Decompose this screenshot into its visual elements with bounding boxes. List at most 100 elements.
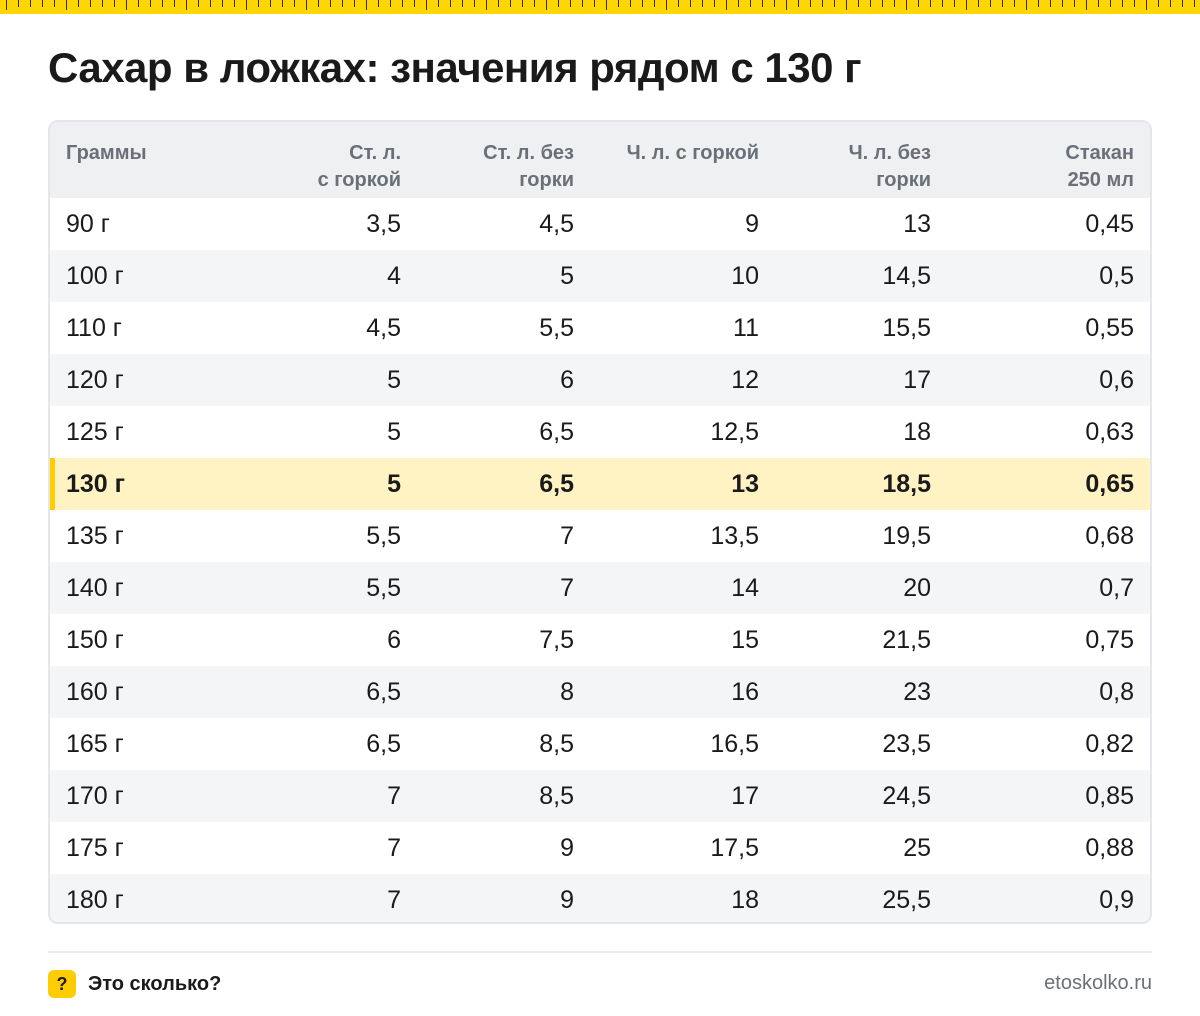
table-cell: 5,5 bbox=[366, 573, 401, 602]
table-cell: 23 bbox=[903, 677, 931, 706]
table-cell: 6,5 bbox=[539, 469, 574, 498]
table-cell: 25,5 bbox=[882, 885, 931, 914]
table-cell: 0,9 bbox=[1099, 885, 1134, 914]
table-cell: 23,5 bbox=[882, 729, 931, 758]
table-cell: 180 г bbox=[66, 885, 124, 914]
table-cell: 7 bbox=[387, 885, 401, 914]
page-title: Сахар в ложках: значения рядом с 130 г bbox=[48, 44, 862, 91]
table-cell: 8,5 bbox=[539, 729, 574, 758]
table-row: 180 г 7 9 18 25,5 0,9 bbox=[50, 874, 1150, 922]
table-row: 135 г 5,5 7 13,5 19,5 0,68 bbox=[50, 510, 1150, 562]
table-cell: 16,5 bbox=[710, 729, 759, 758]
table-cell: 20 bbox=[903, 573, 931, 602]
table-row: 100 г 4 5 10 14,5 0,5 bbox=[50, 250, 1150, 302]
table-cell: 5 bbox=[560, 261, 574, 290]
table-cell: 130 г bbox=[50, 458, 270, 510]
brand[interactable]: ? Это сколько? bbox=[48, 970, 221, 998]
table-cell: 0,6 bbox=[1099, 365, 1134, 394]
header-glass-250ml: Стакан 250 мл bbox=[1065, 142, 1134, 191]
table-cell: 6,5 bbox=[366, 677, 401, 706]
table-cell: 175 г bbox=[66, 833, 124, 862]
table-cell: 160 г bbox=[66, 677, 124, 706]
table-cell: 18 bbox=[903, 417, 931, 446]
header-tbsp-heaped: Ст. л. с горкой bbox=[317, 142, 401, 191]
table-cell: 5,5 bbox=[366, 521, 401, 550]
table-cell: 14,5 bbox=[882, 261, 931, 290]
table-row: 110 г 4,5 5,5 11 15,5 0,55 bbox=[50, 302, 1150, 354]
brand-name: Это сколько? bbox=[88, 972, 222, 995]
table-cell: 140 г bbox=[66, 573, 124, 602]
table-row: 120 г 5 6 12 17 0,6 bbox=[50, 354, 1150, 406]
table-row: 160 г 6,5 8 16 23 0,8 bbox=[50, 666, 1150, 718]
table-cell: 12,5 bbox=[710, 417, 759, 446]
table-cell: 3,5 bbox=[366, 209, 401, 238]
table-cell: 0,55 bbox=[1085, 313, 1134, 342]
table-cell: 125 г bbox=[66, 417, 124, 446]
table-cell: 7 bbox=[387, 833, 401, 862]
table-cell: 6 bbox=[560, 365, 574, 394]
table-cell: 0,65 bbox=[1085, 469, 1134, 498]
table-cell: 0,5 bbox=[1099, 261, 1134, 290]
table-cell: 8 bbox=[560, 677, 574, 706]
table-cell: 13 bbox=[903, 209, 931, 238]
table-cell: 5 bbox=[387, 365, 401, 394]
table-cell: 19,5 bbox=[882, 521, 931, 550]
table-header-row: Граммы Ст. л. с горкой Ст. л. без горки … bbox=[50, 122, 1150, 198]
table-cell: 135 г bbox=[66, 521, 124, 550]
table-cell: 13 bbox=[731, 469, 759, 498]
table-cell: 110 г bbox=[66, 313, 122, 342]
table-cell: 13,5 bbox=[710, 521, 759, 550]
table-cell: 18,5 bbox=[882, 469, 931, 498]
table-cell: 0,68 bbox=[1085, 521, 1134, 550]
table-cell: 5 bbox=[387, 469, 401, 498]
table-row: 140 г 5,5 7 14 20 0,7 bbox=[50, 562, 1150, 614]
table-cell: 7 bbox=[387, 781, 401, 810]
table-cell: 7 bbox=[560, 521, 574, 550]
header-grams: Граммы bbox=[66, 142, 147, 164]
table-cell: 6 bbox=[387, 625, 401, 654]
table-cell: 0,7 bbox=[1099, 573, 1134, 602]
table-cell: 7,5 bbox=[539, 625, 574, 654]
table-cell: 170 г bbox=[66, 781, 124, 810]
table-cell: 150 г bbox=[66, 625, 124, 654]
table-cell: 0,82 bbox=[1085, 729, 1134, 758]
table-cell: 9 bbox=[745, 209, 759, 238]
table-cell: 5,5 bbox=[539, 313, 574, 342]
table-row: 90 г 3,5 4,5 9 13 0,45 bbox=[50, 198, 1150, 250]
table-cell: 4,5 bbox=[366, 313, 401, 342]
table-cell: 0,63 bbox=[1085, 417, 1134, 446]
table-cell: 17,5 bbox=[710, 833, 759, 862]
table-cell: 6,5 bbox=[366, 729, 401, 758]
table-cell: 7 bbox=[560, 573, 574, 602]
table-cell: 4 bbox=[387, 261, 401, 290]
header-tsp-heaped: Ч. л. с горкой bbox=[626, 142, 759, 164]
table-cell: 9 bbox=[560, 885, 574, 914]
table-cell: 5 bbox=[387, 417, 401, 446]
table-cell: 120 г bbox=[66, 365, 124, 394]
table-cell: 17 bbox=[903, 365, 931, 394]
table-cell: 11 bbox=[733, 313, 759, 342]
table-cell: 8,5 bbox=[539, 781, 574, 810]
table-cell: 90 г bbox=[66, 209, 110, 238]
footer-divider bbox=[48, 951, 1152, 953]
table-cell: 9 bbox=[560, 833, 574, 862]
table-cell: 6,5 bbox=[539, 417, 574, 446]
table-cell: 16 bbox=[731, 677, 759, 706]
table-cell: 24,5 bbox=[882, 781, 931, 810]
table-row: 175 г 7 9 17,5 25 0,88 bbox=[50, 822, 1150, 874]
table-row-highlighted: 130 г 5 6,5 13 18,5 0,65 bbox=[50, 458, 1150, 510]
table-cell: 14 bbox=[731, 573, 759, 602]
table-cell: 0,8 bbox=[1099, 677, 1134, 706]
table-cell: 100 г bbox=[66, 261, 124, 290]
table-cell: 165 г bbox=[66, 729, 124, 758]
table-cell: 25 bbox=[903, 833, 931, 862]
table-cell: 0,45 bbox=[1085, 209, 1134, 238]
table-cell: 0,85 bbox=[1085, 781, 1134, 810]
table-cell: 21,5 bbox=[882, 625, 931, 654]
site-link[interactable]: etoskolko.ru bbox=[1044, 972, 1152, 994]
table-cell: 15 bbox=[731, 625, 759, 654]
table-row: 125 г 5 6,5 12,5 18 0,63 bbox=[50, 406, 1150, 458]
table-cell: 0,88 bbox=[1085, 833, 1134, 862]
table-row: 165 г 6,5 8,5 16,5 23,5 0,82 bbox=[50, 718, 1150, 770]
header-tsp-level: Ч. л. без горки bbox=[848, 142, 931, 191]
